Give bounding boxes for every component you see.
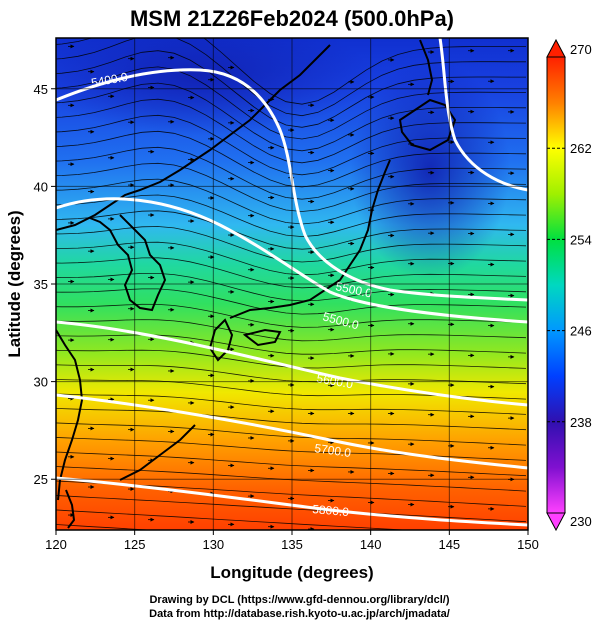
y-tick-label: 40 bbox=[34, 179, 48, 194]
x-tick-label: 135 bbox=[281, 537, 303, 552]
height-contour-5400-north bbox=[438, 38, 528, 192]
streamline bbox=[56, 524, 157, 530]
height-contour-5600 bbox=[56, 320, 528, 407]
y-tick-label: 35 bbox=[34, 277, 48, 292]
height-contour-5500 bbox=[56, 197, 528, 324]
credit-line-2: Data from http://database.rish.kyoto-u.a… bbox=[149, 608, 450, 620]
streamline bbox=[56, 495, 527, 523]
streamline bbox=[56, 210, 527, 250]
x-tick-label: 120 bbox=[45, 537, 67, 552]
streamline bbox=[56, 146, 527, 200]
x-tick-label: 150 bbox=[517, 537, 539, 552]
coastline-taiwan bbox=[65, 489, 76, 529]
streamline bbox=[56, 393, 527, 415]
contour-label: 5400.0 bbox=[90, 70, 129, 90]
streamline bbox=[56, 130, 527, 188]
colorbar-tick-label: 238 bbox=[570, 415, 592, 430]
colorbar: 230 238 246 254 262 270 bbox=[546, 38, 592, 532]
colorbar-tick-label: 246 bbox=[570, 324, 592, 339]
chart-title: MSM 21Z26Feb2024 (500.0hPa) bbox=[130, 6, 454, 31]
y-axis-label: Latitude (degrees) bbox=[5, 210, 24, 357]
x-tick-label: 125 bbox=[124, 537, 146, 552]
streamline bbox=[56, 437, 527, 461]
x-axis-ticks: 120 125 130 135 140 145 150 bbox=[45, 530, 539, 552]
coastline-korea bbox=[89, 214, 167, 312]
credit-line-1: Drawing by DCL (https://www.gfd-dennou.o… bbox=[149, 594, 450, 606]
cold-core-northwest bbox=[56, 38, 370, 135]
streamline bbox=[56, 194, 527, 238]
x-tick-label: 140 bbox=[360, 537, 382, 552]
contour-label: 5700.0 bbox=[314, 441, 353, 460]
streamline bbox=[56, 334, 527, 355]
wind-streamlines bbox=[56, 38, 527, 530]
streamline bbox=[56, 38, 526, 105]
coastline-sakhalin bbox=[419, 39, 434, 96]
height-contour-5800 bbox=[56, 476, 528, 527]
y-tick-label: 25 bbox=[34, 472, 48, 487]
contour-label: 5800.0 bbox=[312, 502, 350, 519]
streamline bbox=[56, 241, 527, 276]
streamline bbox=[56, 273, 527, 302]
colorbar-body bbox=[546, 56, 566, 514]
colorbar-tick-label: 262 bbox=[570, 141, 592, 156]
colorbar-tick-label: 270 bbox=[570, 42, 592, 57]
streamline bbox=[56, 38, 526, 117]
colorbar-ticks: 230 238 246 254 262 270 bbox=[547, 42, 592, 529]
height-contour-5400 bbox=[56, 68, 528, 302]
streamline bbox=[56, 422, 527, 446]
colorbar-tick-label: 254 bbox=[570, 232, 592, 247]
streamline bbox=[56, 451, 527, 477]
map-plot-area: 5400.0 5500.0 5500.0 5600.0 5700.0 5800.… bbox=[56, 38, 528, 530]
streamline bbox=[56, 407, 527, 431]
x-axis-label: Longitude (degrees) bbox=[210, 563, 373, 582]
streamline bbox=[56, 509, 411, 530]
coastline-ryukyu bbox=[119, 424, 196, 481]
streamline bbox=[56, 303, 527, 328]
streamline bbox=[56, 114, 527, 176]
height-contour-5700 bbox=[56, 393, 528, 470]
coastline-china-east bbox=[56, 329, 84, 501]
cold-core-northeast bbox=[350, 60, 510, 280]
streamline bbox=[56, 257, 527, 289]
streamline bbox=[56, 98, 527, 164]
y-tick-label: 30 bbox=[34, 375, 48, 390]
y-tick-label: 45 bbox=[34, 82, 48, 97]
streamline bbox=[56, 319, 527, 342]
x-tick-label: 130 bbox=[202, 537, 224, 552]
x-tick-label: 145 bbox=[438, 537, 460, 552]
coastlines bbox=[56, 39, 457, 529]
colorbar-tick-label: 230 bbox=[570, 514, 592, 529]
coastline-china-north bbox=[56, 44, 331, 231]
y-axis-ticks: 25 30 35 40 45 bbox=[34, 82, 56, 487]
streamline bbox=[56, 162, 527, 212]
height-contours bbox=[56, 38, 528, 527]
colorbar-top-triangle bbox=[546, 38, 566, 58]
coastline-japan-shikoku bbox=[242, 328, 282, 347]
streamline bbox=[56, 50, 526, 128]
lat-lon-grid bbox=[56, 38, 528, 530]
colorbar-bottom-triangle bbox=[546, 512, 566, 532]
streamline bbox=[56, 364, 527, 385]
streamline bbox=[56, 178, 527, 225]
streamline bbox=[56, 226, 527, 263]
